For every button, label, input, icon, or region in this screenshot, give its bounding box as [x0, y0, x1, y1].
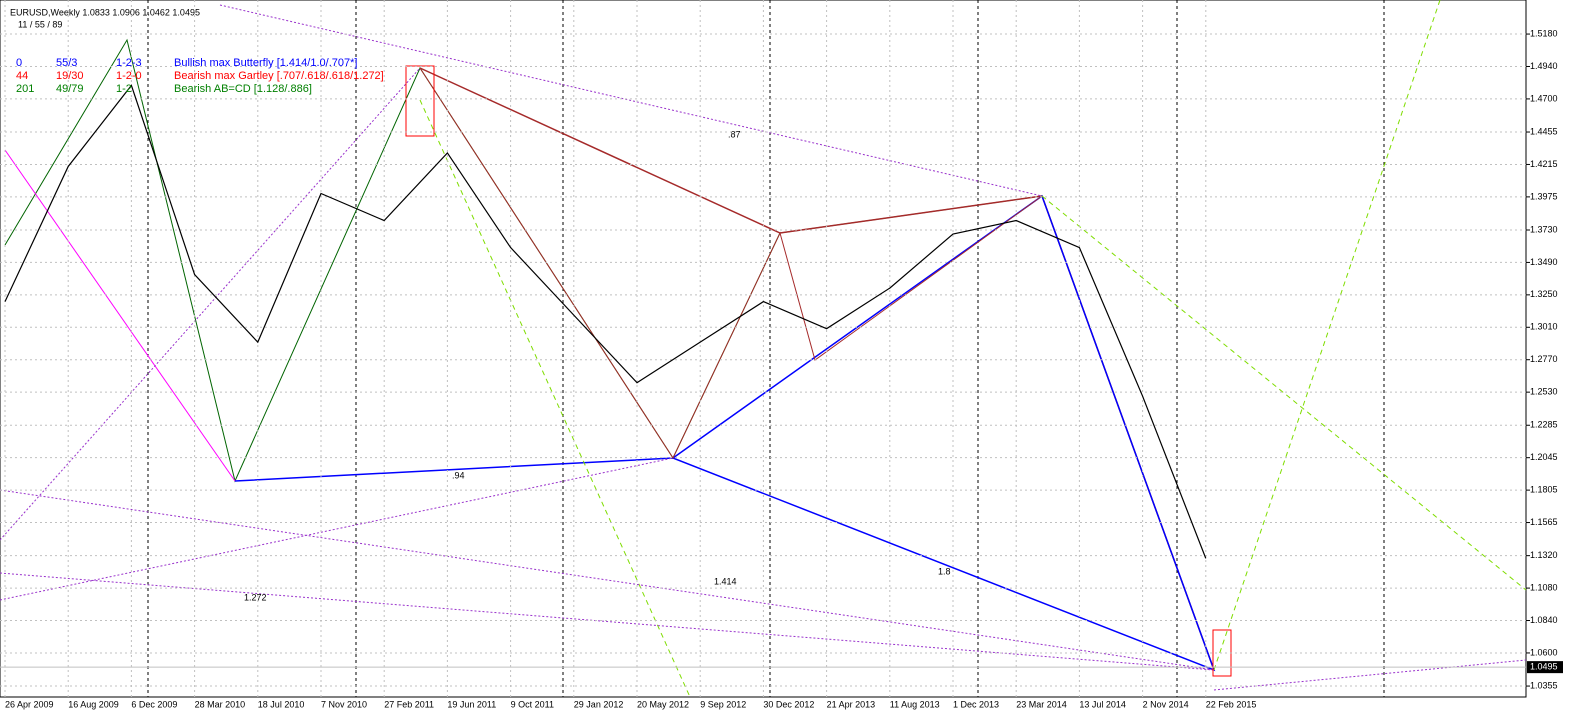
- legend-id: 0: [16, 57, 22, 69]
- legend-points: 1-2: [116, 83, 132, 95]
- pattern-lines: [0, 0, 1527, 698]
- x-tick-label: 1 Dec 2013: [953, 699, 999, 709]
- y-tick-label: 1.3010: [1530, 322, 1558, 332]
- x-tick-label: 6 Dec 2009: [131, 699, 177, 709]
- y-tick-label: 1.4215: [1530, 159, 1558, 169]
- y-tick-label: 1.0840: [1530, 615, 1558, 625]
- chart-subtitle: 11 / 55 / 89: [18, 19, 62, 29]
- x-tick-label: 7 Nov 2010: [321, 699, 367, 709]
- x-tick-label: 9 Oct 2011: [511, 699, 554, 709]
- y-tick-label: 1.2045: [1530, 452, 1558, 462]
- x-tick-label: 27 Feb 2011: [384, 699, 434, 709]
- annotation: .87: [728, 129, 741, 139]
- current-price-label: 1.0495: [1530, 662, 1558, 672]
- legend-points: 1-2-3: [116, 57, 142, 69]
- annotation: .94: [452, 470, 465, 480]
- y-tick-label: 1.2530: [1530, 387, 1558, 397]
- legend-id: 44: [16, 70, 28, 82]
- legend-name: Bullish max Butterfly [1.414/1.0/.707*]: [174, 57, 357, 69]
- y-tick-label: 1.0600: [1530, 647, 1558, 657]
- y-tick-label: 1.1565: [1530, 517, 1558, 527]
- plot-area: [0, 0, 1527, 698]
- x-tick-label: 16 Aug 2009: [68, 699, 119, 709]
- y-tick-label: 1.3730: [1530, 224, 1558, 234]
- legend-ratio: 49/79: [56, 83, 84, 95]
- y-tick-label: 1.2770: [1530, 354, 1558, 364]
- annotation: 1.414: [714, 576, 737, 586]
- x-tick-label: 26 Apr 2009: [5, 699, 54, 709]
- x-tick-label: 13 Jul 2014: [1079, 699, 1126, 709]
- y-tick-label: 1.3250: [1530, 289, 1558, 299]
- x-tick-label: 9 Sep 2012: [700, 699, 746, 709]
- period-separators: [147, 0, 1385, 697]
- y-tick-label: 1.2285: [1530, 420, 1558, 430]
- legend-name: Bearish AB=CD [1.128/.886]: [174, 83, 312, 95]
- legend-ratio: 19/30: [56, 70, 84, 82]
- y-tick-label: 1.5180: [1530, 28, 1558, 38]
- x-tick-label: 21 Apr 2013: [827, 699, 876, 709]
- x-tick-label: 29 Jan 2012: [574, 699, 624, 709]
- y-tick-label: 1.4455: [1530, 126, 1558, 136]
- x-tick-label: 19 Jun 2011: [447, 699, 496, 709]
- x-tick-label: 23 Mar 2014: [1016, 699, 1067, 709]
- annotation: 1.272: [244, 592, 267, 602]
- y-tick-label: 1.3490: [1530, 257, 1558, 267]
- x-tick-label: 28 Mar 2010: [195, 699, 246, 709]
- y-tick-label: 1.1080: [1530, 582, 1558, 592]
- annotation: 1.8: [938, 566, 951, 576]
- y-tick-label: 1.4940: [1530, 61, 1558, 71]
- x-tick-label: 2 Nov 2014: [1143, 699, 1189, 709]
- x-tick-label: 30 Dec 2012: [763, 699, 814, 709]
- y-tick-label: 1.0355: [1530, 680, 1558, 690]
- legend-name: Bearish max Gartley [.707/.618/.618/1.27…: [174, 70, 384, 82]
- price-line: [4, 84, 1207, 559]
- x-tick-label: 18 Jul 2010: [258, 699, 305, 709]
- x-tick-label: 20 May 2012: [637, 699, 689, 709]
- legend-id: 201: [16, 83, 34, 95]
- x-tick-label: 22 Feb 2015: [1206, 699, 1257, 709]
- y-tick-label: 1.4700: [1530, 93, 1558, 103]
- y-tick-label: 1.3975: [1530, 191, 1558, 201]
- current-price-box: [1527, 661, 1563, 674]
- x-tick-label: 11 Aug 2013: [890, 699, 940, 709]
- chart-title: EURUSD,Weekly 1.0833 1.0906 1.0462 1.049…: [10, 7, 200, 17]
- legend-ratio: 55/3: [56, 57, 77, 69]
- legend-points: 1-2-0: [116, 70, 142, 82]
- y-tick-label: 1.1805: [1530, 484, 1558, 494]
- y-tick-label: 1.1320: [1530, 550, 1558, 560]
